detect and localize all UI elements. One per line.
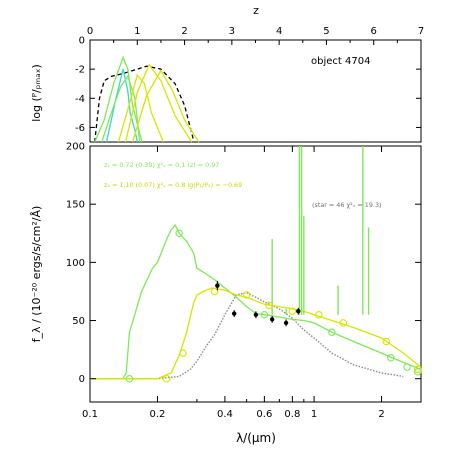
bottom-series-group: [90, 146, 422, 383]
top-series-line-5: [124, 63, 193, 143]
top-y-tick-label-3: -6: [75, 123, 85, 134]
data-point-4: [283, 320, 289, 326]
top-axes-group: 0 1 2 3 4 5 6 7 0 -2 -4 -6: [75, 26, 424, 134]
top-z-tick-label-2: 2: [181, 26, 187, 37]
bottom-x-tick-label-3: 0.6: [256, 409, 272, 420]
bottom-y-tick-label-4: 200: [66, 142, 85, 153]
annotation-line2: z₂ = 1.10 (0.07) χ²ᵥ = 0.8 lg(P₁/P₂) = −…: [104, 181, 242, 189]
yellow-marker-7: [339, 319, 348, 327]
top-z-tick-label-3: 3: [229, 26, 235, 37]
bottom-series-green: [90, 223, 422, 380]
top-series-line-1: [94, 55, 143, 143]
top-y-tick-label-1: -2: [75, 65, 85, 76]
green-marker-5: [403, 363, 411, 371]
bottom-y-tick-label-0: 0: [79, 374, 85, 385]
bottom-x-tick-label-4: 0.8: [284, 409, 300, 420]
top-z-tick-label-5: 5: [323, 26, 329, 37]
annotation-star: (star = 46 χ²ᵥ = 19.3): [312, 201, 382, 209]
top-axis-label: z: [253, 4, 259, 17]
top-y-tick-label-2: -4: [75, 94, 85, 105]
top-panel-frame: [89, 39, 422, 143]
green-marker-6: [413, 367, 422, 376]
top-series-group: [94, 55, 200, 143]
object-annotation: object 4704: [311, 56, 370, 67]
green-marker-2: [260, 310, 269, 319]
bottom-x-tick-label-0: 0.1: [82, 409, 98, 420]
yellow-marker-5: [288, 307, 297, 315]
green-marker-0: [125, 374, 134, 383]
green-marker-4: [387, 354, 395, 362]
bottom-y-tick-label-2: 100: [66, 258, 85, 269]
top-series-line-4: [117, 73, 164, 143]
yellow-marker-8: [382, 337, 391, 346]
bottom-xlabel: λ/(μm): [236, 431, 276, 445]
top-z-tick-label-0: 0: [87, 26, 93, 37]
bottom-ylabel: f_λ / (10⁻²⁰ ergs/s/cm²/Å): [30, 206, 43, 343]
bottom-x-tick-label-2: 0.4: [217, 409, 233, 420]
top-series-line-3: [101, 74, 141, 143]
data-point-0: [215, 283, 220, 288]
bottom-axes-group: 0.1 0.2 0.4 0.6 0.8 1 2 0 50 100 150 200: [66, 142, 422, 420]
yellow-marker-1: [179, 349, 187, 357]
data-point-5: [296, 309, 301, 314]
yellow-marker-6: [315, 310, 323, 319]
top-z-tick-label-4: 4: [276, 26, 282, 37]
top-z-tick-label-6: 6: [371, 26, 377, 37]
bottom-x-tick-label-1: 0.2: [150, 409, 166, 420]
data-point-3: [269, 317, 275, 322]
data-point-2: [253, 312, 259, 317]
bottom-series-yellow: [90, 287, 422, 380]
yellow-marker-0: [162, 374, 171, 383]
data-point-1: [231, 311, 237, 316]
top-y-tick-label-0: 0: [79, 36, 85, 47]
bottom-x-tick-label-5: 1: [311, 409, 317, 420]
top-z-tick-label-1: 1: [134, 26, 140, 37]
bottom-x-tick-label-6: 2: [378, 409, 384, 420]
top-series-line-6: [131, 69, 200, 143]
green-marker-1: [175, 229, 183, 238]
bottom-y-tick-label-1: 50: [72, 316, 85, 327]
yellow-marker-2: [210, 287, 219, 296]
top-ylabel: log (ᴾ/ₚₘₐₓ): [30, 64, 43, 122]
top-z-tick-label-7: 7: [418, 26, 424, 37]
bottom-y-tick-label-3: 150: [66, 200, 85, 211]
annotation-line1: z₁ = 0.72 (0.39) χ²ᵥ = 0.1 ⟨z⟩ = 0.97: [104, 161, 219, 169]
bottom-panel-frame: [89, 145, 422, 403]
yellow-marker-9: [413, 365, 422, 374]
green-marker-3: [328, 328, 336, 336]
top-series-line-0: [94, 65, 195, 143]
yellow-marker-3: [242, 291, 251, 299]
yellow-marker-4: [265, 301, 273, 310]
